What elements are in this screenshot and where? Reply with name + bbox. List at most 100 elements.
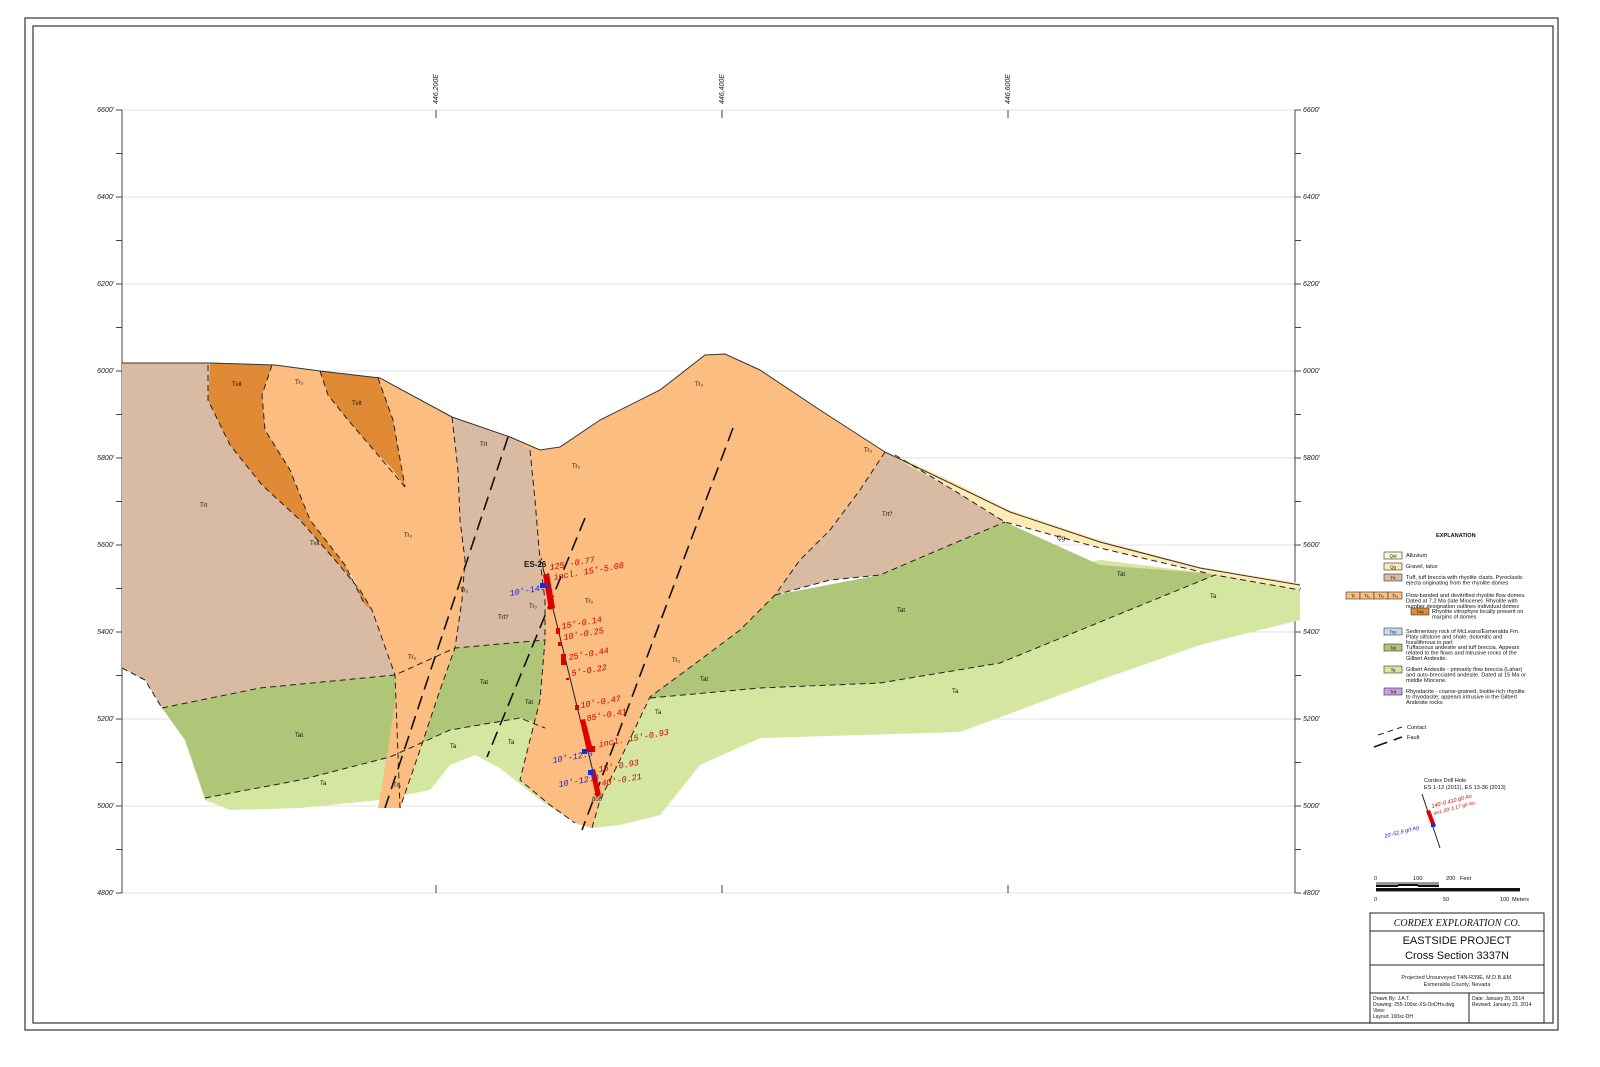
faults xyxy=(384,427,734,831)
geology-units xyxy=(121,353,1301,831)
legend-item: Qg Gravel, talus xyxy=(1383,562,1438,571)
label-trt: Trt? xyxy=(498,615,509,621)
label-trt: Trt xyxy=(200,503,207,509)
legend-code: Trt xyxy=(1390,576,1396,581)
legend-swatch xyxy=(1410,607,1430,616)
elevation-label-left: 6400' xyxy=(97,194,115,201)
scale-meter-bar xyxy=(1376,888,1520,891)
location-line-2: Esmeralda County, Nevada xyxy=(1424,982,1492,988)
label-tr: Tr₃ xyxy=(460,588,468,594)
scale-label: 0 xyxy=(1374,897,1377,903)
label-tat: Tat xyxy=(295,733,303,739)
label-tr: Tr₃ xyxy=(695,382,703,388)
legend-description: Tuff, tuff breccia with rhyolite clasts.… xyxy=(1406,575,1523,581)
easting-label: 446,200E xyxy=(433,74,440,104)
label-ta: Ta xyxy=(1210,594,1217,600)
elevation-label-right: 6000' xyxy=(1303,368,1321,375)
label-tr: Tr₃ xyxy=(672,658,680,664)
legend-code: Tr₃ xyxy=(1392,594,1398,599)
legend-description: Sedimentary rock of McLeans/Esmeralda Fm… xyxy=(1406,629,1520,635)
elevation-label-left: 5800' xyxy=(97,455,115,462)
legend-swatch xyxy=(1383,573,1403,582)
elevation-label-left: 6000' xyxy=(97,368,115,375)
legend-item: Trt Tuff, tuff breccia with rhyolite clas… xyxy=(1383,573,1523,587)
gold-interval xyxy=(558,642,562,646)
scale-label: Feet xyxy=(1460,876,1472,882)
legend-code: Tr xyxy=(1351,594,1356,599)
easting-label: 446,400E xyxy=(719,74,726,104)
legend-description: Andesite rocks xyxy=(1406,700,1443,706)
elevation-label-left: 6200' xyxy=(97,281,115,288)
elevation-label-left: 5600' xyxy=(97,542,115,549)
legend-description: and auto-brecciated andesite. Dated at 1… xyxy=(1406,673,1526,679)
elevation-label-right: 6200' xyxy=(1303,281,1321,288)
drawing-file: Drawing: 255-100sc-XS-OnDHs.dwg xyxy=(1373,1002,1455,1008)
gold-interval xyxy=(587,746,595,752)
legend-swatch xyxy=(1383,643,1403,652)
legend-description: Tuffaceous andesite and tuff breccia. Ap… xyxy=(1406,645,1520,651)
drill-depth: 800' xyxy=(592,797,603,803)
unit-trt-mid xyxy=(452,417,545,648)
legend-code: Tr₂ xyxy=(1378,594,1384,599)
legend-description: related to the flows and intrusive rocks… xyxy=(1406,651,1517,657)
legend-fault: Fault xyxy=(1407,735,1420,741)
elevation-label-right: 4800' xyxy=(1303,890,1321,897)
legend-drill-title: Cordex Drill Hole xyxy=(1424,778,1466,784)
legend-description: number designation outlines individual d… xyxy=(1406,604,1519,610)
legend-description: Rhyolite vitrophyre locally present on xyxy=(1432,609,1523,615)
elevation-label-right: 6400' xyxy=(1303,194,1321,201)
label-tvit: Tvit xyxy=(352,401,362,407)
label-trt: Trt xyxy=(480,442,487,448)
unit-trt-left xyxy=(122,363,395,708)
label-tr: Tr₃ xyxy=(393,783,401,789)
unit-tat xyxy=(162,522,1300,798)
drawn-by: Drawn By: J.A.T. xyxy=(1373,996,1410,1002)
legend-description: Platy siltstone and shale, dolomitic and xyxy=(1406,635,1502,641)
scale-label: Meters xyxy=(1512,897,1529,903)
legend-code: Tvit xyxy=(1416,610,1424,615)
label-tr: Tr₃ xyxy=(295,380,303,386)
label-ta: Ta xyxy=(320,781,327,787)
legend-item: Qal Alluvium xyxy=(1383,551,1427,560)
contacts xyxy=(121,364,1301,829)
label-tat: Tat xyxy=(897,608,905,614)
label-tr: Tr₃ xyxy=(864,448,872,454)
gold-interval xyxy=(561,654,566,665)
date: Date: January 20, 2014 xyxy=(1472,996,1524,1002)
gold-interval xyxy=(566,678,569,680)
elevation-label-left: 6600' xyxy=(97,107,115,114)
legend-item: Tsu Sedimentary rock of McLeans/Esmeralda… xyxy=(1383,627,1520,646)
label-tvit: Tvit xyxy=(232,382,242,388)
silver-interval xyxy=(540,583,545,588)
legend-description: Alluvium xyxy=(1406,553,1427,559)
unit-tvit-2 xyxy=(320,371,405,487)
legend-swatch xyxy=(1383,562,1403,571)
gold-interval xyxy=(590,769,601,797)
elevation-label-left: 5200' xyxy=(97,716,115,723)
unit-tr-stripe xyxy=(378,648,455,808)
gold-intervals xyxy=(543,573,601,797)
legend-description: middle Miocene. xyxy=(1406,678,1447,684)
drill-hole-name: ES-26 xyxy=(524,560,547,569)
view: View: xyxy=(1373,1008,1385,1014)
outer-border xyxy=(24,17,1559,1031)
topographic-surface xyxy=(122,353,1301,586)
legend-swatch xyxy=(1383,627,1403,636)
legend-contact: Contact xyxy=(1407,725,1427,731)
legend-silver-text: 20'-52.8 g/t Ag xyxy=(1383,825,1421,840)
legend-title: EXPLANATION xyxy=(1436,533,1476,539)
label-tat: Tat xyxy=(525,700,533,706)
elevation-label-right: 5200' xyxy=(1303,716,1321,723)
legend-code: Qg xyxy=(1390,565,1397,570)
layout: Layout: 100sc-DH xyxy=(1373,1014,1413,1020)
label-tr: Tr₃ xyxy=(529,604,537,610)
legend-code: Tr₁ xyxy=(1364,594,1370,599)
company-name: CORDEX EXPLORATION CO. xyxy=(1394,918,1521,929)
legend-gold-interval xyxy=(1426,810,1436,827)
legend-silver-interval xyxy=(1431,823,1435,827)
legend-item: Tr Tr₁ Tr₂ Tr₃ Flow-banded and devitrified r… xyxy=(1345,591,1526,610)
legend-code: Qal xyxy=(1389,554,1396,559)
legend-description: margins of domes xyxy=(1432,615,1477,621)
gold-interval xyxy=(556,628,560,634)
label-tr: Tr₃ xyxy=(572,464,580,470)
